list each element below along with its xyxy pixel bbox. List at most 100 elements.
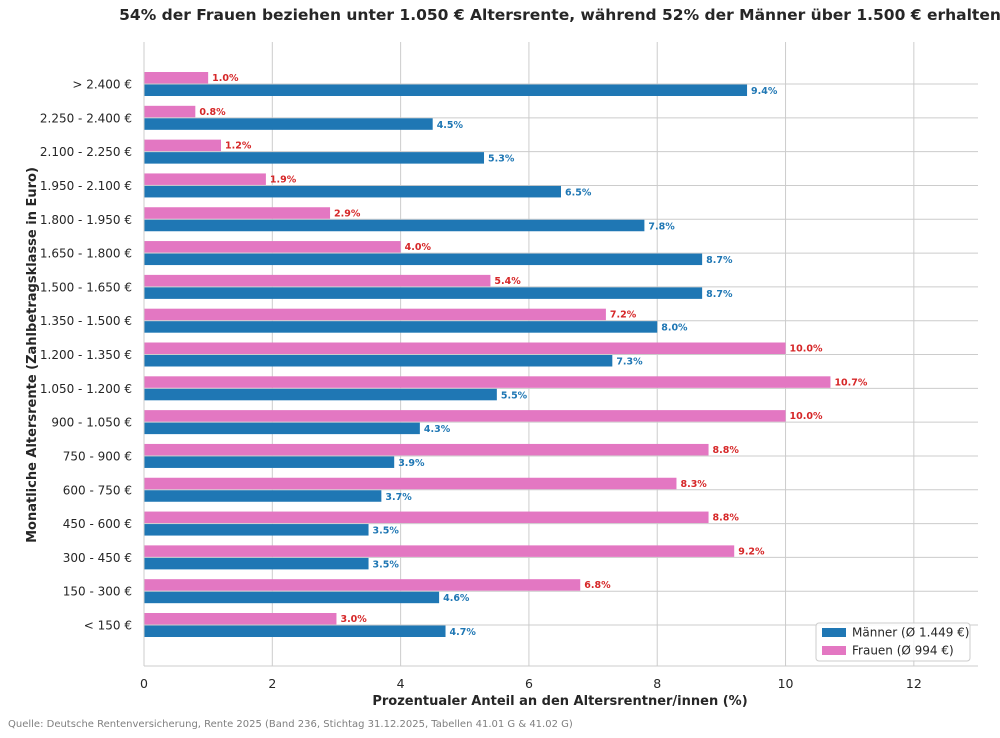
bar-maenner bbox=[144, 152, 485, 164]
y-tick-label: 2.100 - 2.250 € bbox=[40, 145, 132, 159]
x-tick-label: 12 bbox=[906, 676, 922, 691]
value-label-frauen: 8.8% bbox=[713, 445, 740, 456]
value-label-frauen: 4.0% bbox=[405, 242, 432, 253]
y-tick-label: 300 - 450 € bbox=[63, 551, 132, 565]
bar-frauen bbox=[144, 477, 677, 490]
bar-frauen bbox=[144, 545, 735, 557]
bar-frauen bbox=[144, 207, 331, 219]
x-tick-label: 6 bbox=[525, 676, 533, 691]
value-label-maenner: 3.7% bbox=[385, 492, 412, 503]
value-label-maenner: 3.9% bbox=[398, 458, 425, 469]
bar-frauen bbox=[144, 410, 786, 422]
value-label-frauen: 0.8% bbox=[199, 107, 226, 118]
y-tick-label: 1.500 - 1.650 € bbox=[40, 280, 132, 294]
bar-maenner bbox=[144, 118, 433, 130]
bar-frauen bbox=[144, 105, 196, 118]
value-label-maenner: 3.5% bbox=[373, 526, 400, 537]
value-label-frauen: 10.0% bbox=[790, 344, 823, 355]
bar-maenner bbox=[144, 253, 703, 266]
bar-maenner bbox=[144, 388, 497, 401]
bar-maenner bbox=[144, 84, 748, 96]
bar-maenner bbox=[144, 625, 446, 637]
x-tick-label: 0 bbox=[140, 676, 148, 691]
value-label-maenner: 5.5% bbox=[501, 390, 528, 401]
bar-maenner bbox=[144, 524, 369, 536]
value-label-maenner: 8.7% bbox=[706, 289, 733, 300]
y-tick-label: 450 - 600 € bbox=[63, 517, 132, 531]
y-tick-label: 1.350 - 1.500 € bbox=[40, 314, 132, 328]
bar-frauen bbox=[144, 274, 491, 287]
y-tick-label: 1.950 - 2.100 € bbox=[40, 179, 132, 193]
y-tick-label: 1.650 - 1.800 € bbox=[40, 247, 132, 261]
value-label-maenner: 4.3% bbox=[424, 424, 451, 435]
y-tick-label: 2.250 - 2.400 € bbox=[40, 111, 132, 125]
legend: Männer (Ø 1.449 €) Frauen (Ø 994 €) bbox=[815, 622, 971, 662]
value-label-frauen: 8.8% bbox=[713, 513, 740, 524]
value-label-frauen: 9.2% bbox=[738, 546, 765, 557]
y-axis-label: Monatliche Altersrente (Zahlbetragsklass… bbox=[25, 167, 40, 543]
value-labels: 3.0% 4.7% 6.8% 4.6% 9.2% 3.5% 8.8% 3.5% 8.3% 3.7%… bbox=[199, 73, 868, 638]
y-tick-label: 900 - 1.050 € bbox=[51, 416, 132, 430]
value-label-maenner: 8.7% bbox=[706, 255, 733, 266]
value-label-maenner: 6.5% bbox=[565, 187, 592, 198]
legend-swatch bbox=[822, 628, 846, 637]
legend-box bbox=[815, 622, 971, 662]
bar-frauen bbox=[144, 308, 606, 321]
y-tick-label: 600 - 750 € bbox=[63, 483, 132, 497]
x-tick-label: 4 bbox=[397, 676, 405, 691]
value-label-frauen: 1.2% bbox=[225, 141, 252, 152]
bar-maenner bbox=[144, 219, 645, 232]
bar-frauen bbox=[144, 511, 709, 524]
value-label-frauen: 1.0% bbox=[212, 73, 239, 84]
bar-frauen bbox=[144, 613, 337, 625]
bars bbox=[144, 72, 831, 637]
bar-frauen bbox=[144, 342, 786, 354]
value-label-maenner: 8.0% bbox=[661, 323, 688, 334]
x-tick-label: 8 bbox=[653, 676, 661, 691]
grid-lines bbox=[143, 42, 978, 666]
bar-frauen bbox=[144, 579, 581, 591]
value-label-frauen: 8.3% bbox=[680, 479, 707, 490]
bar-frauen bbox=[144, 173, 266, 185]
y-tick-label: 1.200 - 1.350 € bbox=[40, 348, 132, 362]
value-label-frauen: 2.9% bbox=[334, 208, 361, 219]
legend-entry: Männer (Ø 1.449 €) bbox=[852, 626, 969, 640]
value-label-maenner: 3.5% bbox=[373, 559, 400, 570]
value-label-maenner: 4.7% bbox=[450, 627, 477, 638]
bar-maenner bbox=[144, 287, 703, 299]
bar-frauen bbox=[144, 72, 209, 84]
y-tick-label: 750 - 900 € bbox=[63, 449, 132, 463]
value-label-frauen: 10.0% bbox=[790, 411, 823, 422]
bar-maenner bbox=[144, 591, 440, 604]
value-label-maenner: 7.8% bbox=[648, 221, 675, 232]
y-tick-label: > 2.400 € bbox=[72, 78, 132, 92]
value-label-maenner: 4.5% bbox=[437, 120, 464, 131]
bar-frauen bbox=[144, 376, 831, 388]
bar-maenner bbox=[144, 557, 369, 570]
y-axis-ticks: < 150 € 150 - 300 € 300 - 450 € 450 - 600 €… bbox=[40, 78, 132, 633]
bar-maenner bbox=[144, 185, 561, 198]
bar-maenner bbox=[144, 456, 395, 468]
value-label-frauen: 6.8% bbox=[584, 580, 611, 591]
value-label-maenner: 9.4% bbox=[751, 86, 778, 97]
value-label-maenner: 7.3% bbox=[616, 357, 643, 368]
x-axis-ticks: 0 2 4 6 8 10 12 bbox=[140, 676, 922, 691]
bar-frauen bbox=[144, 139, 221, 152]
bar-maenner bbox=[144, 321, 658, 333]
legend-entry: Frauen (Ø 994 €) bbox=[852, 644, 954, 658]
y-tick-label: 1.800 - 1.950 € bbox=[40, 213, 132, 227]
value-label-frauen: 5.4% bbox=[494, 276, 521, 287]
x-axis-label: Prozentualer Anteil an den Altersrentner… bbox=[372, 694, 747, 709]
value-label-maenner: 5.3% bbox=[488, 154, 515, 165]
y-tick-label: < 150 € bbox=[84, 619, 132, 633]
y-tick-label: 150 - 300 € bbox=[63, 585, 132, 599]
y-tick-label: 1.050 - 1.200 € bbox=[40, 382, 132, 396]
bar-frauen bbox=[144, 443, 709, 456]
source-note: Quelle: Deutsche Rentenversicherung, Ren… bbox=[8, 719, 573, 730]
bar-frauen bbox=[144, 241, 401, 253]
x-tick-label: 10 bbox=[778, 676, 794, 691]
bar-maenner bbox=[144, 355, 613, 367]
chart-title: 54% der Frauen beziehen unter 1.050 € Al… bbox=[119, 6, 1000, 24]
value-label-frauen: 3.0% bbox=[340, 614, 367, 625]
